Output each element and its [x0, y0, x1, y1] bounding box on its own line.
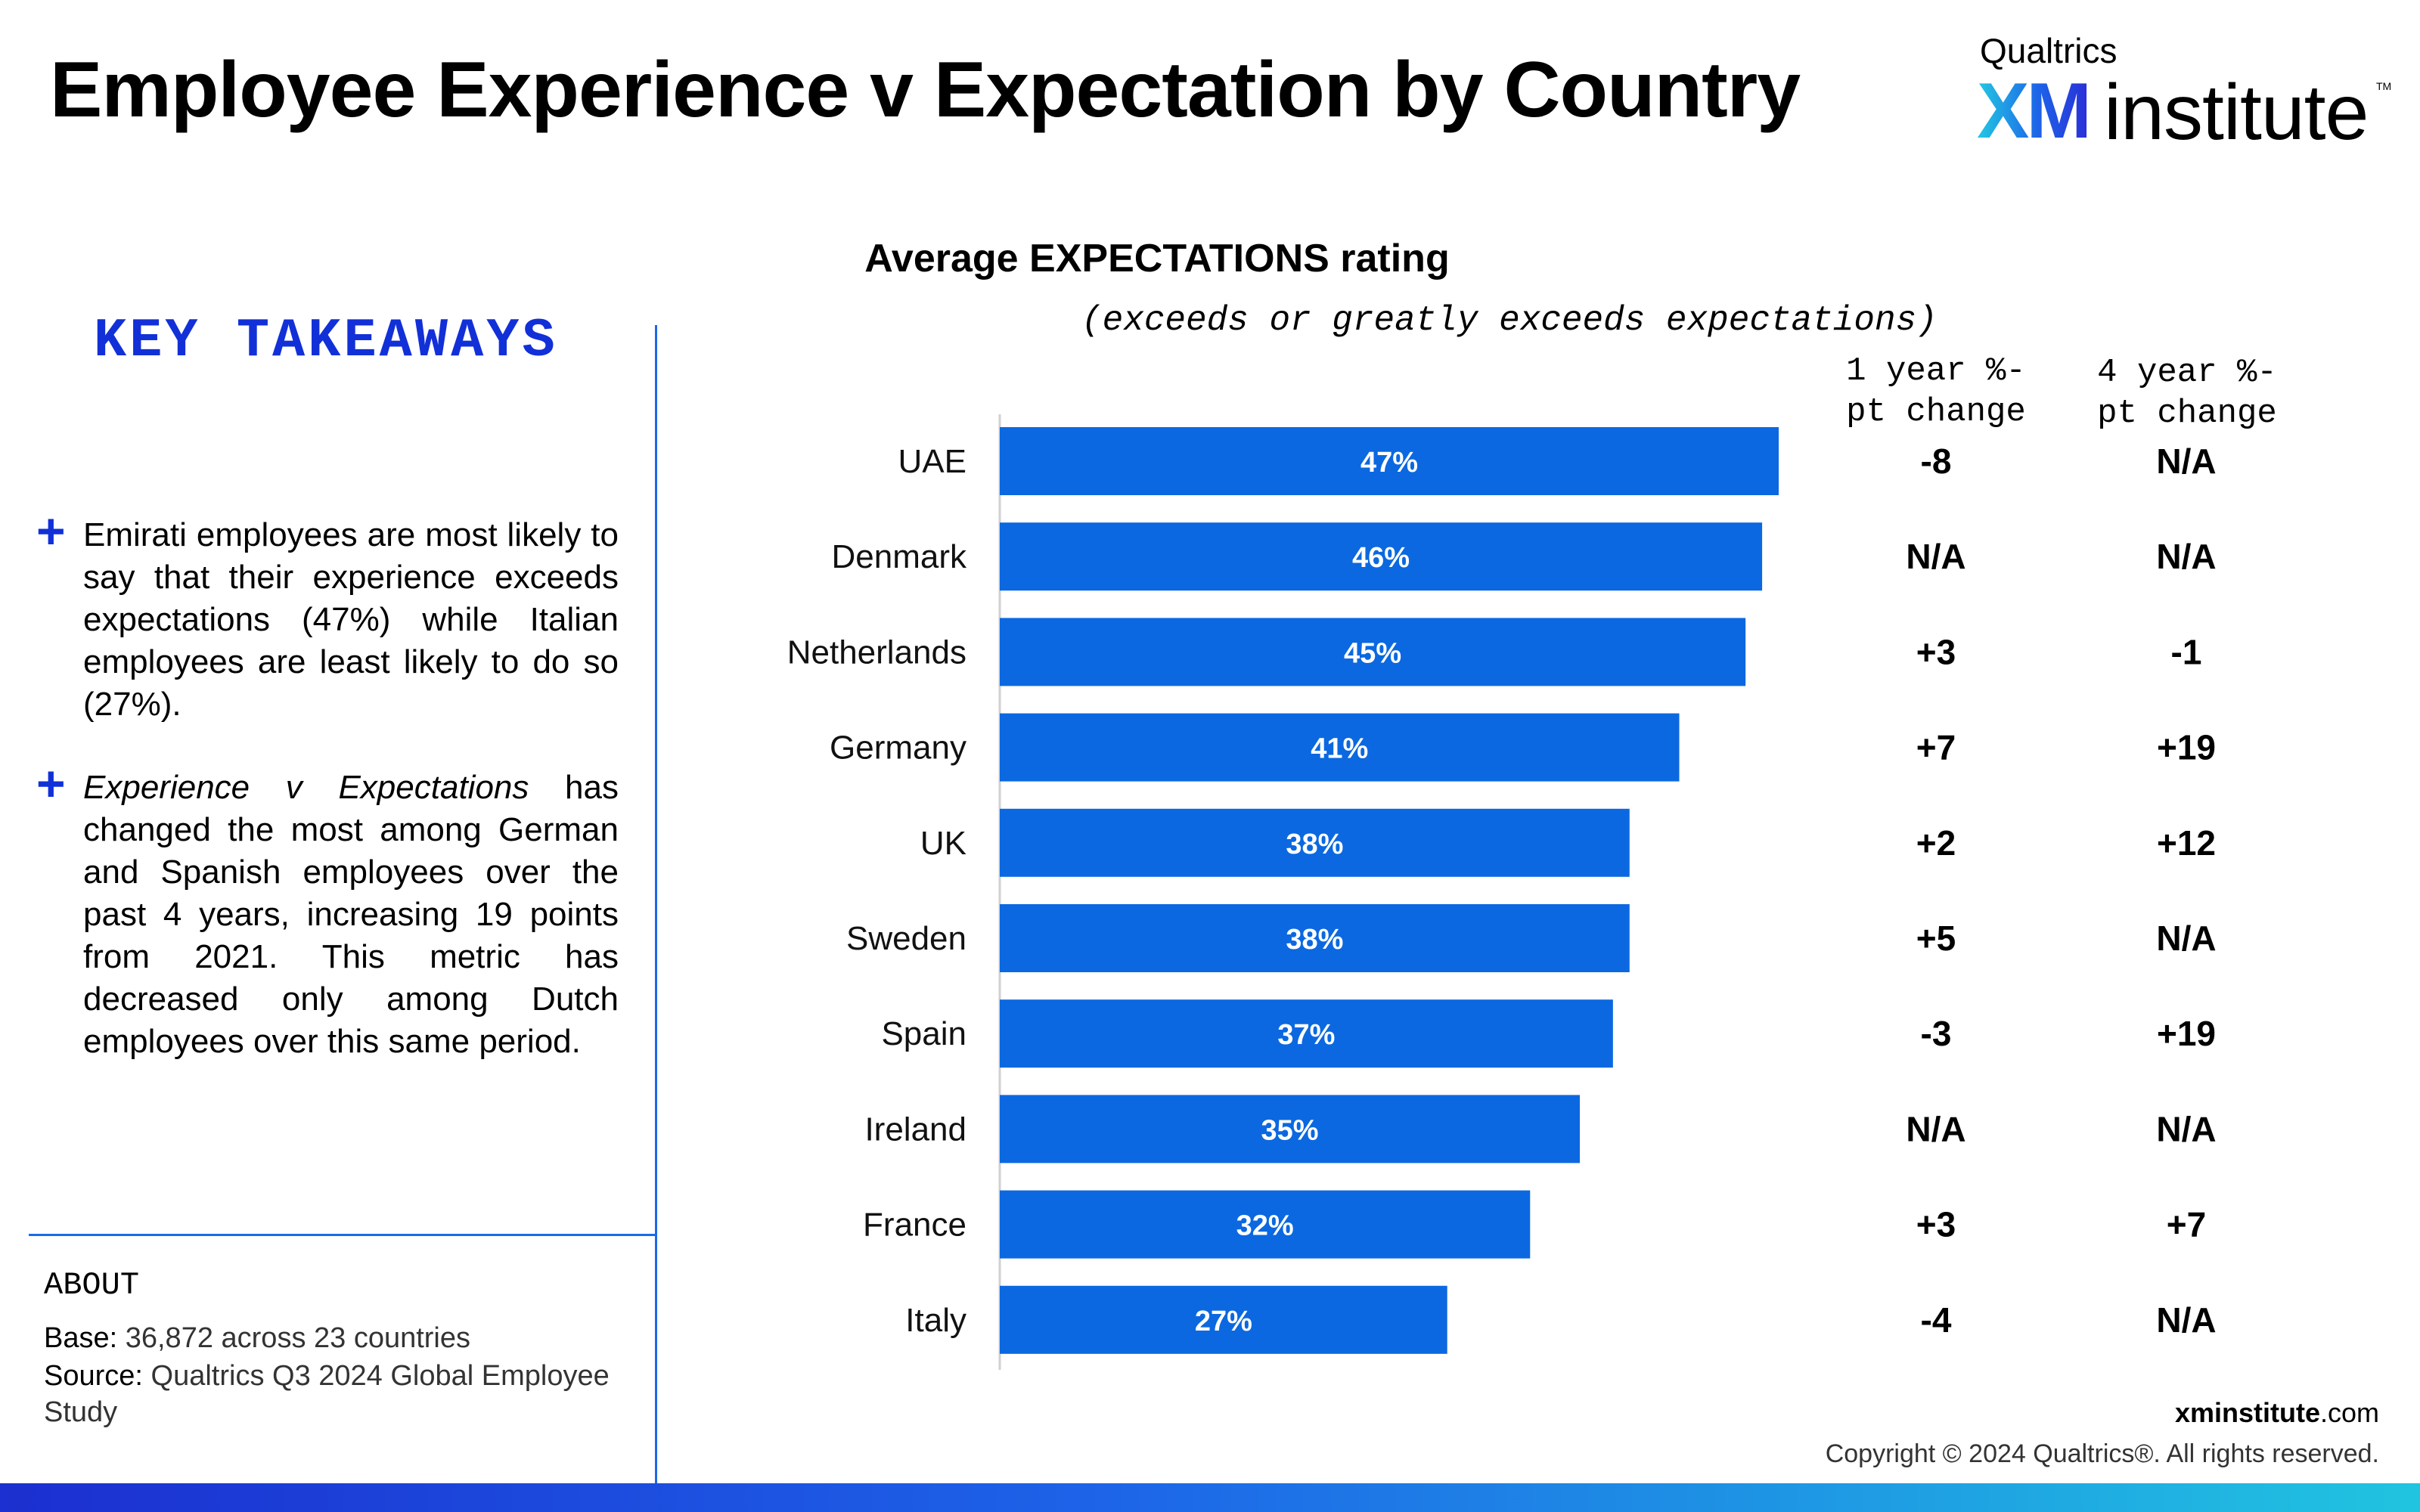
data-label: 47%: [1360, 447, 1418, 479]
four-year-change-cell: +7: [2167, 1205, 2206, 1244]
data-label: 46%: [1352, 542, 1410, 574]
logo-brand: Qualtrics: [1980, 31, 2118, 70]
key-takeaways-heading: KEY TAKEAWAYS: [94, 310, 558, 372]
category-label: Ireland: [864, 1111, 966, 1148]
data-label: 32%: [1236, 1210, 1294, 1242]
category-label: Germany: [830, 730, 966, 767]
one-year-change-cell: +5: [1916, 919, 1956, 958]
data-label: 37%: [1277, 1019, 1335, 1051]
footer-domain-bold: xminstitute: [2174, 1397, 2320, 1428]
one-year-change-cell: -3: [1921, 1014, 1952, 1053]
data-label: 38%: [1286, 829, 1343, 860]
one-year-change-cell: N/A: [1906, 1109, 1965, 1148]
chart-subtitle: (exceeds or greatly exceeds expectations…: [1081, 301, 1938, 340]
bar: [1000, 904, 1630, 972]
bar: [1000, 1285, 1447, 1354]
qualtrics-xm-institute-logo: Qualtrics XM institute TM: [1977, 27, 2391, 156]
about-base: Base: 36,872 across 23 countries: [44, 1320, 634, 1356]
category-label: Spain: [881, 1015, 966, 1052]
bar: [1000, 713, 1680, 782]
one-year-change-cell: -8: [1921, 442, 1952, 481]
data-label: 35%: [1261, 1114, 1318, 1146]
takeaway-bullet-2: Experience v Expectations has changed th…: [83, 767, 619, 1063]
one-year-change-cell: +3: [1916, 632, 1956, 671]
about-base-value: 36,872 across 23 countries: [125, 1322, 471, 1354]
takeaway-bullet-1: Emirati employees are most likely to say…: [83, 516, 619, 723]
category-label: UAE: [898, 443, 966, 480]
takeaway-bullet-2-text: has changed the most among German and Sp…: [83, 769, 619, 1060]
chart-title: Average EXPECTATIONS rating: [864, 237, 1450, 280]
about-source-key: Source:: [44, 1360, 143, 1392]
column-header-4-year: 4 year %- pt change: [2097, 354, 2277, 432]
four-year-change-cell: N/A: [2156, 442, 2216, 481]
four-year-change-cell: +19: [2157, 1014, 2216, 1053]
one-year-change-cell: +2: [1916, 823, 1956, 863]
footer-copyright: Copyright © 2024 Qualtrics®. All rights …: [1825, 1439, 2379, 1468]
category-label: Italy: [905, 1302, 966, 1339]
plus-icon: +: [36, 755, 66, 811]
four-year-change-cell: +19: [2157, 728, 2216, 767]
category-label: Netherlands: [787, 634, 966, 671]
data-label: 27%: [1195, 1306, 1252, 1337]
bar: [1000, 1190, 1531, 1259]
logo-institute: institute: [2104, 69, 2369, 156]
one-year-change-cell: +7: [1916, 728, 1956, 767]
about-source-value: Qualtrics Q3 2024 Global Employee Study: [44, 1360, 610, 1428]
bar: [1000, 808, 1630, 877]
logo-trademark: TM: [2376, 80, 2392, 92]
four-year-change-cell: N/A: [2156, 1300, 2216, 1340]
four-year-change-cell: N/A: [2156, 537, 2216, 576]
four-year-change-cell: +12: [2157, 823, 2216, 863]
bar: [1000, 618, 1746, 686]
takeaway-bullet-2-italic: Experience v Expectations: [83, 769, 529, 806]
bar: [1000, 999, 1613, 1068]
about-source: Source: Qualtrics Q3 2024 Global Employe…: [44, 1358, 634, 1430]
footer-domain-rest: .com: [2319, 1397, 2379, 1428]
data-label: 41%: [1311, 733, 1368, 765]
horizontal-divider: [29, 1234, 656, 1236]
column-header-1-year: 1 year %- pt change: [1846, 352, 2026, 431]
one-year-change-cell: +3: [1916, 1205, 1956, 1244]
four-year-change-cell: -1: [2171, 632, 2202, 671]
about-label: ABOUT: [44, 1267, 140, 1303]
footer-domain: xminstitute.com: [2175, 1397, 2379, 1429]
one-year-change-cell: N/A: [1906, 537, 1965, 576]
about-base-key: Base:: [44, 1322, 118, 1354]
plus-icon: +: [36, 503, 66, 559]
four-year-change-cell: N/A: [2156, 1109, 2216, 1148]
category-label: France: [863, 1207, 966, 1244]
bar: [1000, 427, 1779, 495]
category-label: Denmark: [832, 538, 967, 575]
category-label: UK: [920, 825, 966, 862]
data-label: 38%: [1286, 924, 1343, 956]
category-label: Sweden: [846, 920, 966, 957]
vertical-divider: [655, 325, 657, 1483]
logo-xm: XM: [1977, 67, 2092, 155]
four-year-change-cell: N/A: [2156, 919, 2216, 958]
footer-gradient-bar: [0, 1483, 2420, 1512]
page-title: Employee Experience v Expectation by Cou…: [50, 46, 1801, 134]
data-label: 45%: [1344, 637, 1401, 669]
one-year-change-cell: -4: [1921, 1300, 1952, 1340]
bar: [1000, 522, 1763, 591]
bar: [1000, 1095, 1581, 1163]
